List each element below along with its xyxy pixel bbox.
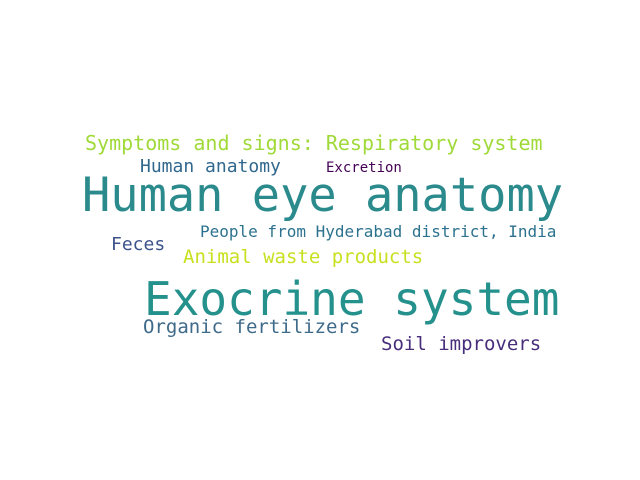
word-animal-waste-products: Animal waste products xyxy=(183,246,424,268)
word-symptoms-and-signs-respiratory-system: Symptoms and signs: Respiratory system xyxy=(85,131,543,155)
word-human-anatomy: Human anatomy xyxy=(140,156,281,177)
word-excretion: Excretion xyxy=(326,160,402,176)
word-human-eye-anatomy: Human eye anatomy xyxy=(82,168,564,223)
word-soil-improvers: Soil improvers xyxy=(381,333,542,355)
word-organic-fertilizers: Organic fertilizers xyxy=(143,316,361,338)
word-people-from-hyderabad-district: People from Hyderabad district, India xyxy=(200,222,557,241)
word-feces: Feces xyxy=(111,234,166,255)
word-exocrine-system: Exocrine system xyxy=(144,272,560,326)
